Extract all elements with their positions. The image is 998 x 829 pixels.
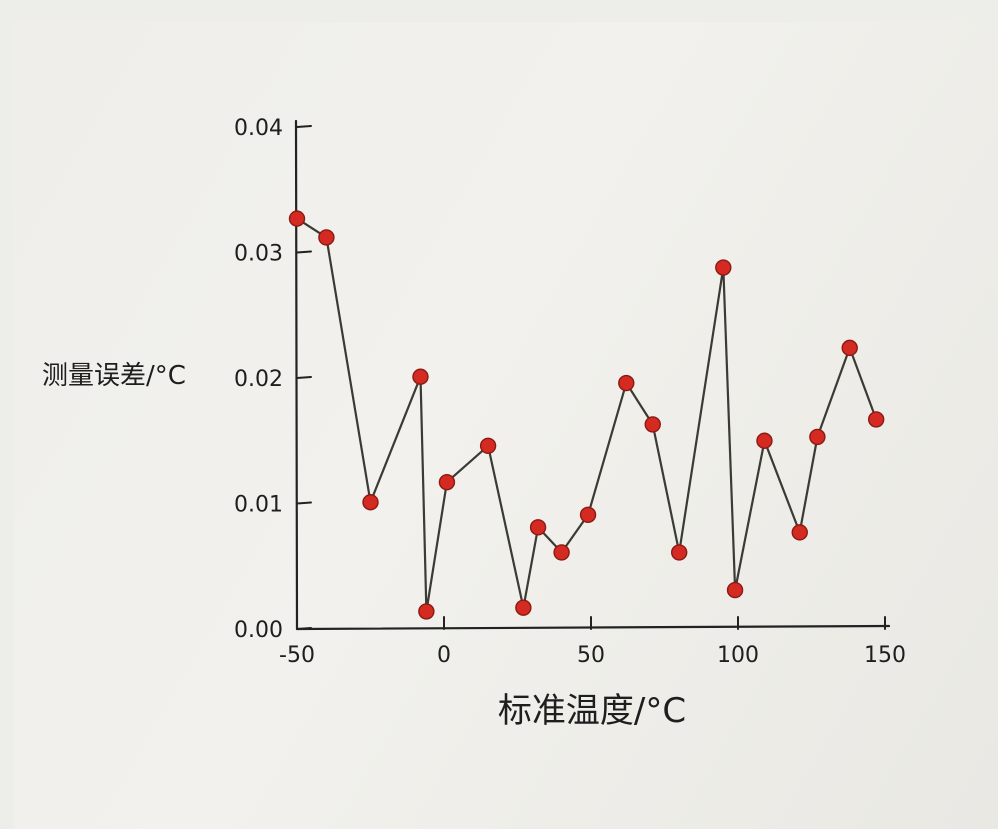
y-axis-title: 测量误差/°C (42, 361, 186, 391)
ticks: 0.00 0.01 0.02 0.03 0.04 -50 0 50 100 150 (234, 116, 906, 668)
x-tick-label-4: 150 (864, 643, 906, 668)
data-point-7 (515, 599, 532, 616)
data-point-17 (791, 524, 808, 541)
data-point-20 (867, 411, 885, 428)
data-point-16 (756, 432, 773, 449)
x-tick-label-3: 100 (717, 643, 759, 668)
data-point-6 (479, 437, 497, 454)
series (288, 210, 885, 620)
x-axis-line (295, 624, 891, 631)
data-point-3 (412, 368, 429, 385)
y-tick-0 (296, 627, 312, 630)
y-tick-label-2: 0.02 (234, 367, 283, 392)
data-point-18 (809, 428, 826, 446)
data-point-5 (438, 473, 456, 491)
data-point-15 (726, 581, 744, 599)
x-axis-title: 标准温度/°C (498, 691, 686, 731)
data-point-0 (288, 210, 306, 227)
y-tick-4 (296, 125, 312, 128)
data-point-11 (618, 374, 635, 392)
y-axis-line (294, 119, 299, 631)
data-point-14 (715, 259, 732, 276)
data-point-2 (362, 494, 379, 511)
y-tick-1 (296, 501, 312, 505)
data-point-1 (318, 229, 335, 246)
series-line-0 (296, 217, 878, 613)
y-tick-label-3: 0.03 (234, 242, 283, 267)
y-tick-label-4: 0.04 (234, 116, 283, 141)
data-point-13 (671, 544, 688, 561)
x-tick-label-0: -50 (279, 643, 315, 668)
data-point-9 (553, 544, 570, 561)
y-tick-2 (296, 376, 312, 379)
data-point-10 (579, 506, 597, 523)
x-tick-label-1: 0 (437, 643, 451, 668)
y-tick-label-0: 0.00 (234, 618, 283, 643)
data-point-12 (644, 416, 661, 433)
x-tick-label-2: 50 (577, 643, 605, 668)
data-point-19 (841, 339, 858, 357)
data-point-4 (418, 603, 435, 620)
axes (294, 119, 891, 631)
paper-background (14, 22, 998, 829)
y-tick-3 (296, 250, 312, 254)
y-tick-label-1: 0.01 (234, 493, 283, 518)
data-point-8 (529, 519, 547, 536)
